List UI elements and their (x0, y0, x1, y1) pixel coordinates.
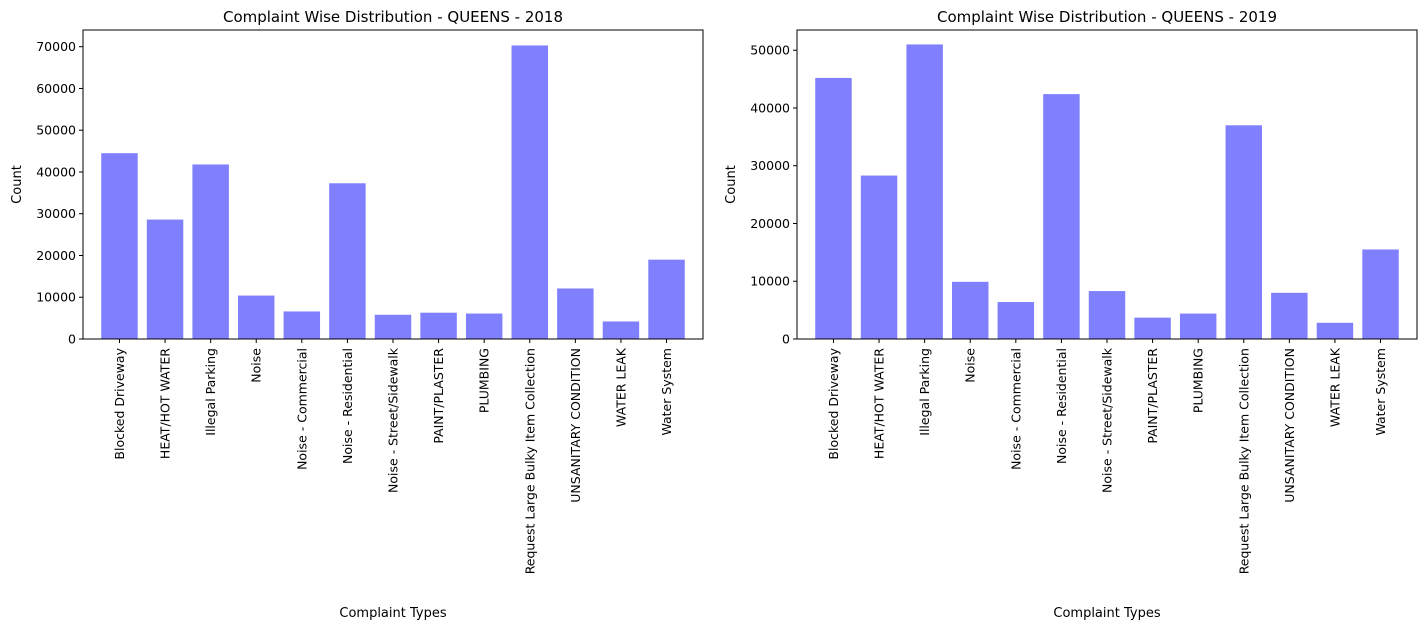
x-tick-label: Blocked Driveway (826, 347, 841, 459)
bar (906, 44, 943, 340)
y-tick-label: 10000 (750, 274, 790, 289)
y-tick-label: 0 (68, 332, 76, 347)
x-tick-label: PAINT/PLASTER (431, 348, 446, 444)
x-tick-label: UNSANITARY CONDITION (568, 348, 583, 503)
y-tick-label: 70000 (36, 39, 76, 54)
chart-2019: Complaint Wise Distribution - QUEENS - 2… (724, 8, 1418, 621)
bar (374, 314, 412, 339)
y-tick-label: 10000 (36, 290, 76, 305)
bar (511, 45, 548, 339)
y-tick-label: 40000 (36, 164, 76, 179)
x-tick-label: Noise - Residential (340, 348, 355, 464)
x-tick-label: HEAT/HOT WATER (872, 348, 887, 459)
x-tick-label: Request Large Bulky Item Collection (522, 348, 537, 574)
x-tick-label: Noise - Commercial (1008, 348, 1023, 470)
bar (1088, 291, 1126, 339)
x-tick-label: Request Large Bulky Item Collection (1236, 348, 1251, 574)
y-tick-label: 20000 (36, 248, 76, 263)
y-axis-label: Count (724, 165, 739, 204)
x-tick-label: Blocked Driveway (112, 347, 127, 459)
bar (860, 175, 898, 339)
bar (1316, 322, 1354, 339)
x-tick-label: Noise (249, 348, 264, 383)
bar (420, 312, 457, 339)
x-tick-label: PLUMBING (477, 348, 492, 413)
bar (557, 288, 594, 339)
x-tick-label: Noise - Street/Sidewalk (1100, 347, 1115, 493)
bar (1179, 313, 1217, 339)
y-tick-label: 60000 (36, 81, 76, 96)
bar (952, 281, 989, 339)
x-tick-label: HEAT/HOT WATER (158, 348, 173, 459)
bar (192, 164, 229, 339)
y-tick-label: 0 (782, 332, 790, 347)
x-tick-label: UNSANITARY CONDITION (1282, 348, 1297, 503)
bar (1043, 94, 1080, 339)
y-tick-label: 20000 (750, 216, 790, 231)
bar (101, 153, 138, 339)
x-tick-label: PLUMBING (1191, 348, 1206, 413)
bar (1362, 249, 1399, 339)
x-tick-label: Noise - Street/Sidewalk (386, 347, 401, 493)
x-tick-label: Illegal Parking (917, 348, 932, 436)
y-tick-label: 40000 (750, 100, 790, 115)
chart-title: Complaint Wise Distribution - QUEENS - 2… (223, 8, 563, 26)
bar (283, 311, 321, 339)
bar (1271, 292, 1308, 339)
x-tick-label: WATER LEAK (1327, 347, 1342, 427)
x-tick-label: WATER LEAK (613, 347, 628, 427)
x-tick-label: PAINT/PLASTER (1145, 348, 1160, 444)
bar (997, 302, 1035, 339)
bar (648, 259, 685, 339)
bar (815, 77, 852, 339)
y-tick-label: 50000 (750, 43, 790, 58)
bar (1225, 125, 1262, 339)
y-tick-label: 50000 (36, 123, 76, 138)
bar (146, 219, 184, 339)
x-axis-label: Complaint Types (339, 606, 446, 621)
chart-title: Complaint Wise Distribution - QUEENS - 2… (937, 8, 1277, 26)
bar (465, 313, 503, 339)
chart-2018: Complaint Wise Distribution - QUEENS - 2… (10, 8, 704, 621)
x-tick-label: Illegal Parking (203, 348, 218, 436)
bar (238, 295, 275, 339)
x-axis-label: Complaint Types (1053, 606, 1160, 621)
bar (329, 183, 366, 339)
x-tick-label: Noise - Commercial (294, 348, 309, 470)
y-axis-label: Count (10, 165, 25, 204)
y-tick-label: 30000 (750, 158, 790, 173)
y-tick-label: 30000 (36, 206, 76, 221)
x-tick-label: Noise (963, 348, 978, 383)
x-tick-label: Water System (659, 348, 674, 436)
bar (1134, 317, 1171, 339)
x-tick-label: Noise - Residential (1054, 348, 1069, 464)
x-tick-label: Water System (1373, 348, 1388, 436)
bar (602, 321, 640, 339)
